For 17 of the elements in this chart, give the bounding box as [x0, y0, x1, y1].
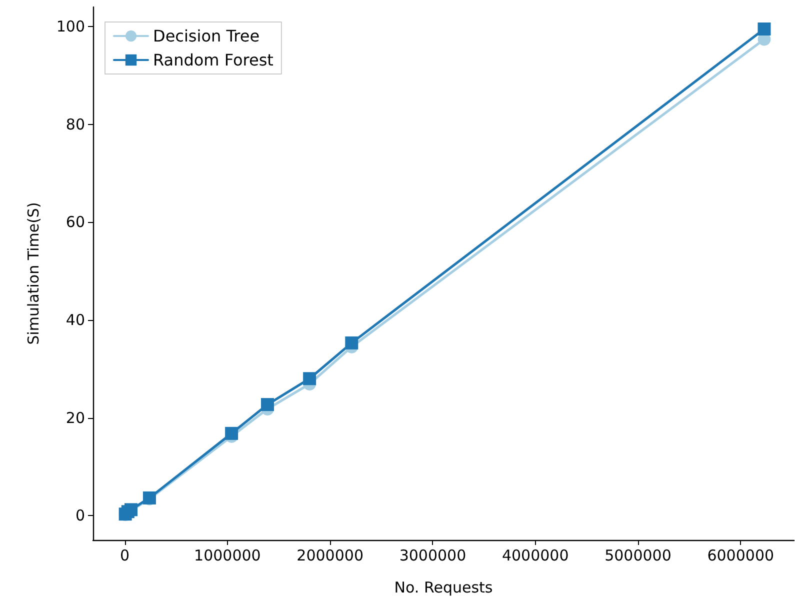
- x-axis-title: No. Requests: [394, 578, 493, 596]
- x-tick-label: 1000000: [194, 546, 261, 564]
- x-tick-label: 4000000: [502, 546, 569, 564]
- y-axis-title: Simulation Time(S): [24, 202, 42, 345]
- y-tick-label: 60: [66, 213, 85, 232]
- x-tick-label: 3000000: [399, 546, 466, 564]
- x-tick-label: 2000000: [296, 546, 364, 564]
- legend-label: Random Forest: [153, 50, 274, 70]
- y-tick-label: 80: [66, 115, 85, 134]
- y-tick-label: 0: [75, 506, 85, 525]
- y-tick-label: 40: [66, 310, 85, 329]
- y-tick-label: 100: [56, 18, 85, 36]
- x-tick-label: 6000000: [707, 546, 774, 564]
- x-tick-label: 0: [120, 546, 130, 564]
- y-tick-label: 20: [66, 408, 85, 427]
- legend-label: Decision Tree: [153, 26, 260, 46]
- x-tick-label: 5000000: [604, 546, 672, 564]
